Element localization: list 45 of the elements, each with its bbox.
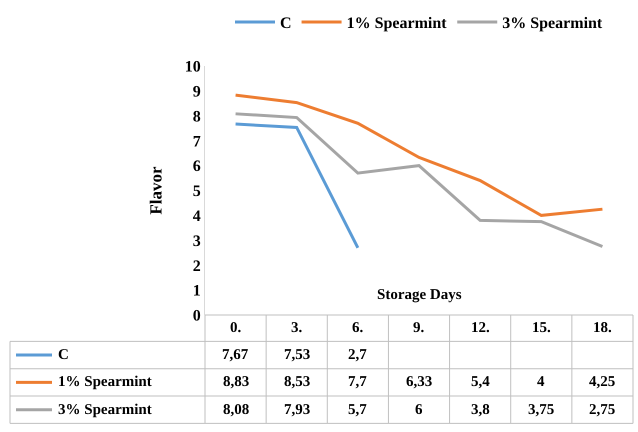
text: 3% Spearmint [58,402,152,418]
data-label: 3,8 [471,402,490,418]
data-label: 7,7 [348,374,368,390]
x-tick-label: 18. [593,320,612,336]
y-tick-label: 0 [192,308,201,325]
data-label: 5,4 [471,374,490,390]
data-label: 3,75 [528,402,554,418]
y-tick-label: 3 [192,232,201,250]
data-label: 4,25 [589,374,616,390]
y-axis-title: Flavor [146,166,166,215]
y-tick-label: 4 [192,208,201,225]
data-label: 5,7 [348,402,368,418]
y-tick-label: 7 [192,133,201,150]
text: 1% Spearmint [58,374,152,390]
data-label: 4 [537,374,545,390]
legend-label: 3% Spearmint [502,15,603,32]
x-tick-label: 0. [230,320,242,336]
data-label: 2,7 [348,347,368,363]
y-tick-label: 10 [184,58,201,76]
x-axis-title: Storage Days [377,287,462,303]
data-label: 2,75 [589,402,616,418]
legend-label: C [280,15,292,32]
y-tick-label: 8 [192,108,201,126]
data-label: 8,08 [223,402,250,418]
x-tick-label: 3. [291,320,302,336]
y-tick-label: 1 [192,282,201,300]
data-label: 7,53 [284,347,310,363]
data-label: 8,83 [223,374,250,390]
x-tick-label: 6. [352,320,364,336]
data-label: 6 [415,402,423,418]
data-label: 6,33 [406,374,432,390]
data-label: 8,53 [284,374,310,390]
y-tick-label: 6 [192,158,201,176]
line-series [234,94,604,217]
text: C [58,347,69,363]
y-tick-label: 2 [192,258,201,275]
data-label: 7,67 [222,347,249,363]
x-tick-label: 12. [471,320,490,336]
x-tick-label: 9. [413,320,424,336]
y-tick-label: 9 [192,84,201,100]
y-tick-label: 5 [192,183,201,200]
legend-label: 1% Spearmint [346,15,448,32]
data-label: 7,93 [284,402,310,418]
x-tick-label: 15. [532,320,551,336]
line-series [234,112,604,248]
